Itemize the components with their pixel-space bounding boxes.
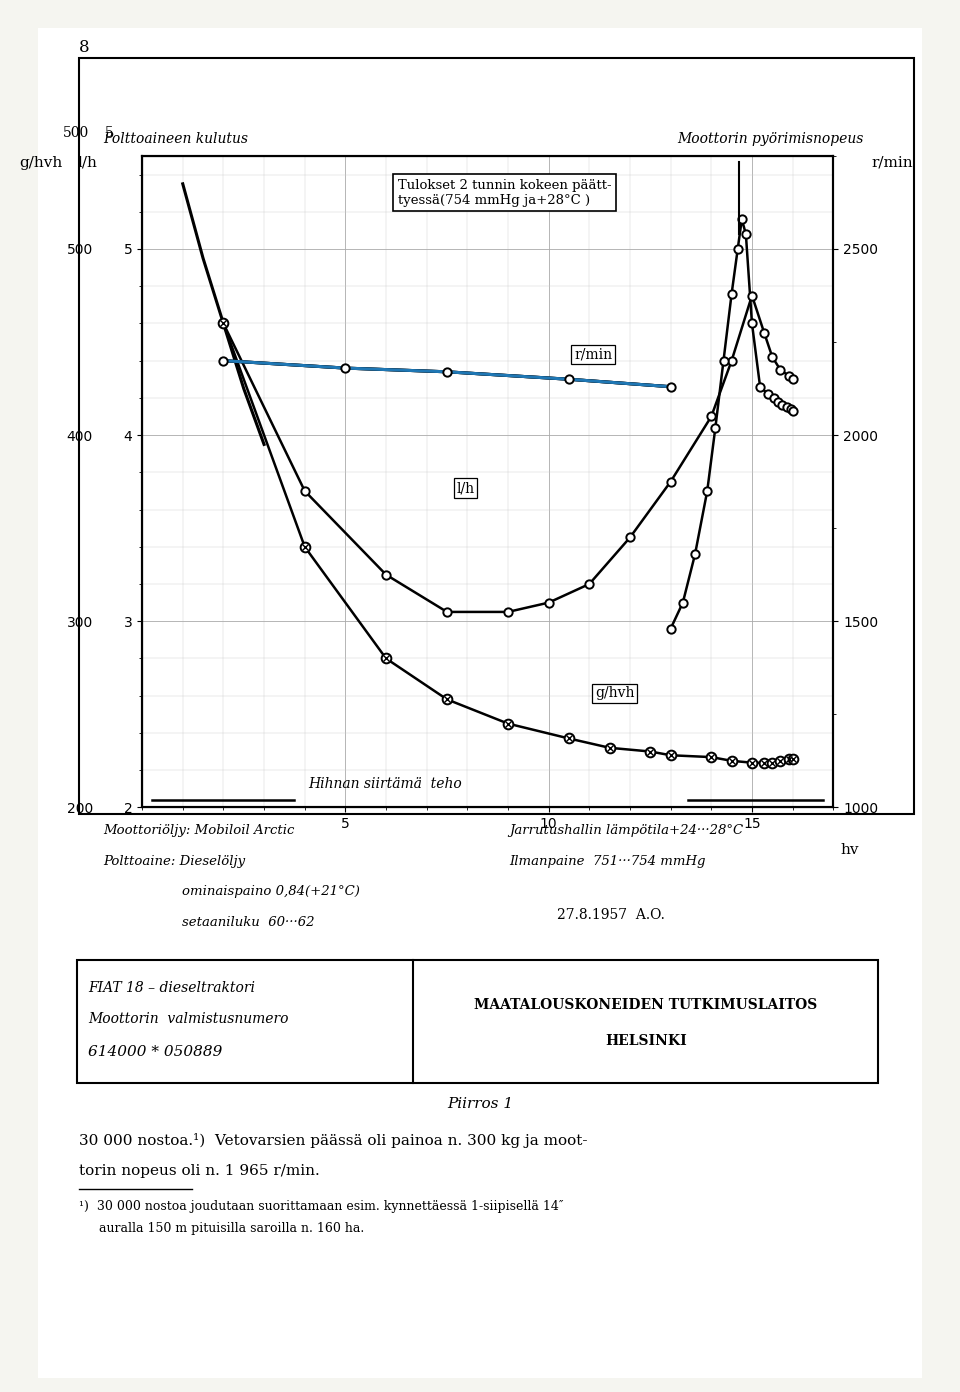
- Text: 30 000 nostoa.¹)  Vetovarsien päässä oli painoa n. 300 kg ja moot-: 30 000 nostoa.¹) Vetovarsien päässä oli …: [79, 1133, 588, 1148]
- Text: torin nopeus oli n. 1 965 r/min.: torin nopeus oli n. 1 965 r/min.: [79, 1164, 320, 1178]
- Text: Tulokset 2 tunnin kokeen päätt-
tyessä(754 mmHg ja+28°C ): Tulokset 2 tunnin kokeen päätt- tyessä(7…: [397, 178, 612, 206]
- Text: l/h: l/h: [77, 156, 97, 170]
- Text: HELSINKI: HELSINKI: [605, 1034, 686, 1048]
- Text: Moottoriöljy: Mobiloil Arctic: Moottoriöljy: Mobiloil Arctic: [104, 824, 295, 837]
- Text: 500: 500: [63, 125, 89, 139]
- Text: l/h: l/h: [457, 482, 474, 496]
- Text: auralla 150 m pituisilla saroilla n. 160 ha.: auralla 150 m pituisilla saroilla n. 160…: [79, 1222, 364, 1235]
- Text: 614000 * 050889: 614000 * 050889: [88, 1045, 223, 1059]
- Text: setaaniluku  60···62: setaaniluku 60···62: [182, 916, 315, 928]
- Text: Ilmanpaine  751···754 mmHg: Ilmanpaine 751···754 mmHg: [509, 855, 706, 867]
- Text: Jarrutushallin lämpötila+24···28°C: Jarrutushallin lämpötila+24···28°C: [509, 824, 743, 837]
- Text: hv: hv: [840, 844, 858, 857]
- Text: 8: 8: [79, 39, 89, 56]
- Text: Piirros 1: Piirros 1: [447, 1097, 513, 1111]
- Text: r/min: r/min: [872, 156, 913, 170]
- Text: ominaispaino 0,84(+21°C): ominaispaino 0,84(+21°C): [182, 885, 360, 898]
- Text: g/hvh: g/hvh: [19, 156, 62, 170]
- Text: g/hvh: g/hvh: [595, 686, 635, 700]
- Text: Polttoaineen kulutus: Polttoaineen kulutus: [104, 132, 249, 146]
- Text: Moottorin  valmistusnumero: Moottorin valmistusnumero: [88, 1012, 289, 1026]
- Text: ¹)  30 000 nostoa joudutaan suorittamaan esim. kynnettäessä 1-siipisellä 14″: ¹) 30 000 nostoa joudutaan suorittamaan …: [79, 1200, 564, 1212]
- Text: 5: 5: [105, 125, 113, 139]
- Text: r/min: r/min: [574, 348, 612, 362]
- Text: 27.8.1957  A.O.: 27.8.1957 A.O.: [557, 908, 664, 922]
- Text: MAATALOUSKONEIDEN TUTKIMUSLAITOS: MAATALOUSKONEIDEN TUTKIMUSLAITOS: [474, 998, 818, 1012]
- Text: Moottorin pyörimisnopeus: Moottorin pyörimisnopeus: [678, 132, 864, 146]
- Text: Polttoaine: Dieselöljy: Polttoaine: Dieselöljy: [104, 855, 246, 867]
- Text: FIAT 18 – dieseltraktori: FIAT 18 – dieseltraktori: [88, 981, 255, 995]
- Text: Hihnan siirtämä  teho: Hihnan siirtämä teho: [308, 777, 462, 791]
